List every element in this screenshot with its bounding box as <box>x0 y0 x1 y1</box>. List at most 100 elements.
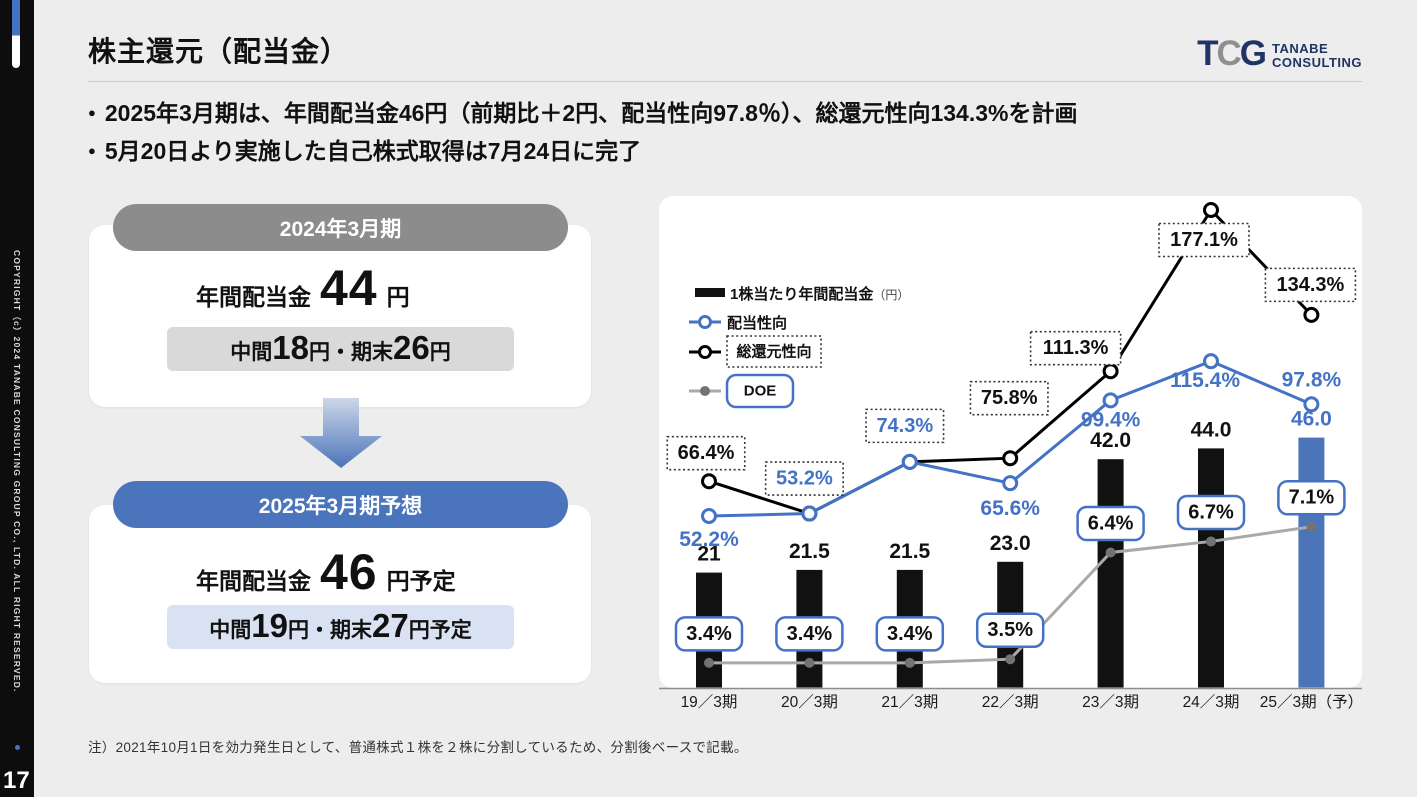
fy2025-breakdown: 中間 19 円・期末 27 円予定 <box>167 605 514 649</box>
doe-label-box <box>775 616 844 652</box>
annual-dividend-label: 年間配当金 <box>196 284 311 310</box>
key-points: ● 2025年3月期は、年間配当金46円（前期比＋2円、配当性向97.8％）、総… <box>88 96 1077 172</box>
logo-letter-c: C <box>1216 34 1242 73</box>
legend-payout-label: 配当性向 <box>727 314 787 332</box>
x-tick-label: 21／3期 <box>881 693 938 711</box>
bullet-icon: ● <box>88 105 96 120</box>
legend-doe-label: DOE <box>744 383 777 400</box>
total-return-marker <box>1002 450 1019 467</box>
fy2025-dividend-card: 2025年3月期予想 年間配当金 46 円予定 中間 19 円・期末 27 円予… <box>89 481 591 683</box>
header-divider <box>88 81 1362 82</box>
yearend-dividend: 27 <box>372 607 409 644</box>
bar-value-label: 44.0 <box>1191 418 1232 441</box>
payout-marker <box>701 508 717 525</box>
total-return-label: 75.8% <box>981 387 1038 409</box>
fy2025-amount-row: 年間配当金 46 円予定 <box>196 543 456 601</box>
doe-label-box <box>1176 494 1246 531</box>
total-return-marker <box>1303 306 1320 323</box>
interim-dividend: 19 <box>251 607 288 644</box>
breakdown-part: 中間 <box>209 619 252 642</box>
payout-label: 97.8% <box>1282 368 1342 391</box>
doe-label: 6.7% <box>1188 501 1234 523</box>
breakdown-part: 円・期末 <box>309 341 393 364</box>
payout-marker <box>801 505 818 522</box>
x-tick-label: 25／3期（予） <box>1260 693 1362 711</box>
payout-marker <box>1002 475 1019 492</box>
dividend-bar <box>1198 448 1224 688</box>
x-tick-label: 24／3期 <box>1183 693 1240 711</box>
chart-root: 19／3期 20／3期 21／3期 22／3期 23／3期 24／3期 25／3期（予） 21… <box>659 202 1362 711</box>
logo-letter-g: G <box>1239 34 1267 73</box>
page-title: 株主還元（配当金） <box>88 36 350 67</box>
bar-value-label: 46.0 <box>1291 408 1332 431</box>
legend-doe-box <box>725 373 795 409</box>
total-return-label: 66.4% <box>678 442 735 464</box>
total-return-label-box <box>1029 330 1122 366</box>
dividend-bar <box>1097 459 1124 688</box>
doe-marker <box>1306 521 1317 532</box>
fy2024-amount-row: 年間配当金 44 円 <box>196 259 410 317</box>
breakdown-part: 中間 <box>230 341 273 364</box>
yen-unit: 円 <box>386 284 410 310</box>
total-return-label-box <box>764 461 844 496</box>
annual-dividend-label: 年間配当金 <box>196 568 311 594</box>
payout-label: 115.4% <box>1170 369 1240 392</box>
legend-total-box <box>726 335 822 368</box>
fy2025-card-header: 2025年3月期予想 <box>113 481 568 528</box>
breakdown-part: 円 <box>429 341 451 364</box>
bar-value-label: 21 <box>697 543 721 566</box>
sidebar-dot <box>15 745 20 750</box>
bar-value-label: 21.5 <box>889 540 930 563</box>
legend-total-marker <box>698 345 712 359</box>
sidebar: COPYRIGHT（c）2024 TANABE CONSULTING GROUP… <box>0 0 34 797</box>
bullet-icon: ● <box>88 143 96 158</box>
legend-bar-swatch <box>695 288 725 297</box>
total-return-label: 74.3% <box>876 415 933 437</box>
dividend-chart: 19／3期 20／3期 21／3期 22／3期 23／3期 24／3期 25／3期（予） 21… <box>659 202 1362 711</box>
doe-marker <box>1105 547 1116 558</box>
bullet-1-text: 2025年3月期は、年間配当金46円（前期比＋2円、配当性向97.8％）、総還元… <box>104 100 1078 126</box>
yen-planned-unit: 円予定 <box>386 568 456 594</box>
logo-tcg: TCG <box>1197 34 1267 73</box>
doe-label: 3.4% <box>686 623 732 645</box>
total-return-label: 134.3% <box>1276 274 1344 296</box>
logo-name: TANABE CONSULTING <box>1272 38 1362 70</box>
doe-marker <box>804 657 815 668</box>
total-return-label-box <box>865 408 945 444</box>
doe-marker <box>704 657 714 668</box>
logo-name-line2: CONSULTING <box>1272 54 1362 70</box>
bullet-1: ● 2025年3月期は、年間配当金46円（前期比＋2円、配当性向97.8％）、総… <box>88 96 1077 134</box>
breakdown-part: 円・期末 <box>288 619 372 642</box>
doe-marker <box>1005 654 1016 665</box>
payout-marker <box>1203 353 1219 370</box>
total-return-marker <box>1102 363 1119 380</box>
fy2024-dividend-amount: 44 <box>320 260 378 316</box>
payout-label: 52.2% <box>679 528 739 551</box>
bar-value-label: 42.0 <box>1090 429 1131 452</box>
legend-doe-marker <box>700 386 710 396</box>
dividend-bar <box>1298 437 1325 688</box>
total-return-label-box <box>666 435 746 471</box>
doe-label: 3.4% <box>887 623 933 645</box>
interim-dividend: 18 <box>272 329 309 366</box>
x-tick-label: 20／3期 <box>781 693 838 711</box>
down-arrow-icon <box>300 398 382 468</box>
footnote: 注）2021年10月1日を効力発生日として、普通株式１株を２株に分割しているため… <box>88 740 748 755</box>
payout-marker <box>1102 392 1119 409</box>
breakdown-part: 円予定 <box>408 619 472 642</box>
doe-marker <box>904 657 915 668</box>
doe-label-box <box>975 612 1045 648</box>
doe-label-box <box>674 616 744 652</box>
total-return-marker <box>701 473 717 490</box>
legend-bar-label: 1株当たり年間配当金（円） <box>730 285 909 303</box>
doe-label: 7.1% <box>1289 487 1335 509</box>
total-return-label-box <box>1158 222 1250 258</box>
bullet-2: ● 5月20日より実施した自己株式取得は7月24日に完了 <box>88 134 1077 172</box>
yearend-dividend: 26 <box>393 329 430 366</box>
payout-marker <box>1303 396 1320 413</box>
payout-marker <box>901 453 918 470</box>
doe-label: 3.4% <box>787 623 833 645</box>
total-return-marker <box>1203 202 1219 219</box>
